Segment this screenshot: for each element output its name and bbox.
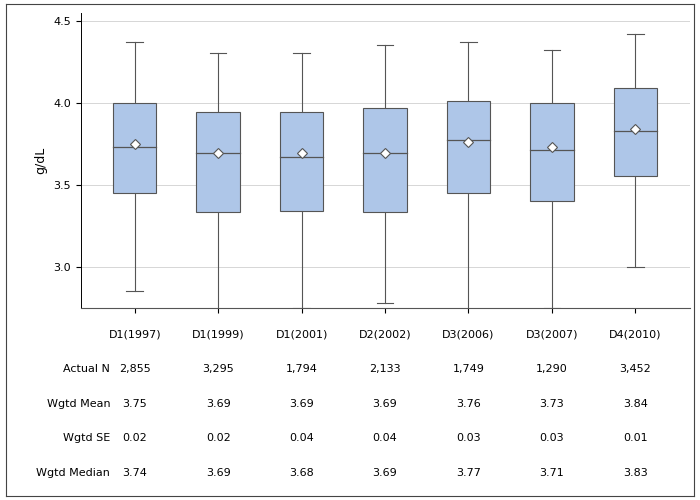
Text: 0.04: 0.04: [289, 433, 314, 443]
Text: 3.69: 3.69: [372, 399, 398, 409]
Text: Actual N: Actual N: [64, 364, 111, 374]
Text: D2(2002): D2(2002): [358, 330, 412, 340]
Bar: [197, 112, 240, 212]
Text: 0.04: 0.04: [372, 433, 398, 443]
Text: Wgtd Mean: Wgtd Mean: [47, 399, 111, 409]
Y-axis label: g/dL: g/dL: [34, 146, 48, 174]
Text: 3.74: 3.74: [122, 468, 147, 478]
Text: Wgtd SE: Wgtd SE: [63, 433, 111, 443]
Text: 3.69: 3.69: [206, 468, 230, 478]
Bar: [614, 88, 657, 176]
Text: 3.83: 3.83: [623, 468, 648, 478]
Bar: [363, 108, 407, 212]
Text: 2,133: 2,133: [369, 364, 401, 374]
Text: 3.69: 3.69: [206, 399, 230, 409]
Text: 1,794: 1,794: [286, 364, 318, 374]
Text: D3(2006): D3(2006): [442, 330, 495, 340]
Text: 0.03: 0.03: [456, 433, 481, 443]
Text: 3.71: 3.71: [540, 468, 564, 478]
Text: 1,749: 1,749: [452, 364, 484, 374]
Text: D1(1997): D1(1997): [108, 330, 161, 340]
Bar: [113, 102, 156, 193]
Text: D4(2010): D4(2010): [609, 330, 662, 340]
Text: D1(2001): D1(2001): [275, 330, 328, 340]
Text: 3.73: 3.73: [540, 399, 564, 409]
Text: 0.02: 0.02: [206, 433, 230, 443]
Text: 3,295: 3,295: [202, 364, 234, 374]
Text: 3.77: 3.77: [456, 468, 481, 478]
Text: Wgtd Median: Wgtd Median: [36, 468, 111, 478]
Bar: [447, 101, 490, 193]
Text: D3(2007): D3(2007): [526, 330, 578, 340]
Text: 3.84: 3.84: [623, 399, 648, 409]
Text: 3,452: 3,452: [620, 364, 651, 374]
Text: 1,290: 1,290: [536, 364, 568, 374]
Text: 0.03: 0.03: [540, 433, 564, 443]
Text: 2,855: 2,855: [119, 364, 150, 374]
Text: 3.69: 3.69: [289, 399, 314, 409]
Text: D1(1999): D1(1999): [192, 330, 244, 340]
Text: 3.68: 3.68: [289, 468, 314, 478]
Bar: [530, 102, 573, 201]
Text: 0.02: 0.02: [122, 433, 147, 443]
Text: 0.01: 0.01: [623, 433, 648, 443]
Bar: [280, 112, 323, 211]
Text: 3.69: 3.69: [372, 468, 398, 478]
Text: 3.76: 3.76: [456, 399, 481, 409]
Text: 3.75: 3.75: [122, 399, 147, 409]
